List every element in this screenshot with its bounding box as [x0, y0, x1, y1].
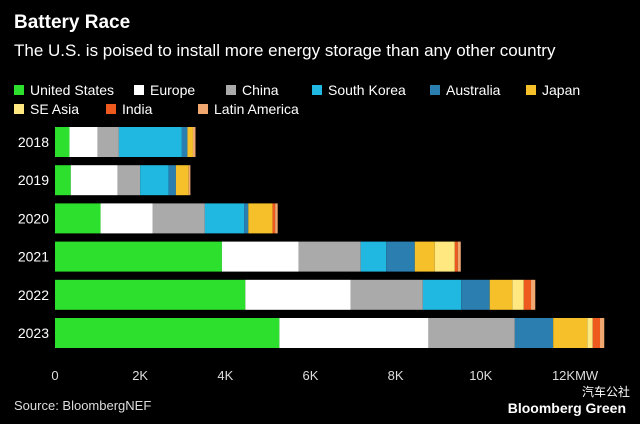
legend-item: Europe — [134, 82, 226, 98]
legend-swatch — [14, 103, 24, 114]
bar-segment — [245, 279, 351, 310]
legend-label: United States — [30, 81, 115, 98]
bar-segment — [97, 127, 119, 157]
legend-item: China — [226, 82, 312, 98]
legend-item: Latin America — [198, 101, 358, 117]
bar-segment — [298, 241, 361, 272]
bar-segment — [55, 203, 101, 234]
bar-segment — [414, 241, 435, 272]
bar-segment — [592, 318, 600, 348]
x-tick-label: 2K — [132, 368, 148, 383]
category-label: 2020 — [18, 210, 49, 226]
x-tick-label: 10K — [469, 368, 492, 383]
watermark: 汽车公社 — [581, 385, 630, 399]
bar-segment — [175, 165, 189, 196]
category-label: 2021 — [18, 249, 49, 265]
bar-segment — [69, 127, 98, 157]
bar-segment — [279, 318, 429, 348]
bar-segment — [428, 318, 515, 348]
legend-label: South Korea — [328, 81, 406, 98]
bar-segment — [55, 318, 280, 348]
legend-label: SE Asia — [30, 100, 80, 117]
chart-title: Battery Race — [14, 12, 131, 33]
legend-label: Latin America — [214, 100, 299, 117]
bar-segment — [204, 203, 245, 234]
bar-segment — [553, 318, 588, 348]
legend-item: Australia — [430, 82, 526, 98]
bar-segment — [600, 318, 605, 348]
legend-label: Australia — [446, 81, 501, 98]
legend-item: Japan — [526, 82, 606, 98]
x-tick-label: 4K — [217, 368, 233, 383]
bar-segment — [100, 203, 153, 234]
bar-segment — [140, 165, 169, 196]
bar-segment — [188, 165, 191, 196]
bar-segment — [272, 203, 276, 234]
bar-segment — [514, 318, 554, 348]
category-label: 2022 — [18, 287, 49, 303]
category-label: 2023 — [18, 325, 49, 341]
bar-segment — [434, 241, 455, 272]
legend-swatch — [198, 103, 208, 114]
bar-segment — [350, 279, 423, 310]
bar-segment — [117, 165, 141, 196]
bar-segment — [360, 241, 387, 272]
legend-item: SE Asia — [14, 101, 106, 117]
legend-item: India — [106, 101, 198, 117]
legend-label: Europe — [150, 81, 196, 98]
bar-segment — [457, 241, 461, 272]
bar-segment — [55, 279, 246, 310]
category-label: 2019 — [18, 172, 49, 188]
brand-logo: Bloomberg Green — [507, 400, 626, 416]
bar-segment — [118, 127, 182, 157]
source-note: Source: BloombergNEF — [14, 398, 152, 413]
x-tick-label: 0 — [51, 368, 58, 383]
bar-segment — [248, 203, 273, 234]
legend: United States Europe China South Korea Austr… — [14, 80, 624, 118]
bar-segment — [70, 165, 118, 196]
x-tick-label: 6K — [303, 368, 319, 383]
legend-swatch — [226, 84, 236, 95]
bar-segment — [55, 165, 71, 196]
bar-segment — [512, 279, 524, 310]
x-tick-label: 8K — [388, 368, 404, 383]
bar-segment — [422, 279, 462, 310]
legend-label: China — [242, 81, 279, 98]
bar-segment — [275, 203, 278, 234]
bar-segment — [181, 127, 188, 157]
bar-segment — [168, 165, 176, 196]
legend-label: Japan — [542, 81, 581, 98]
bar-segment — [244, 203, 249, 234]
legend-item: South Korea — [312, 82, 430, 98]
chart-subtitle: The U.S. is poised to install more energ… — [14, 41, 556, 60]
legend-swatch — [14, 84, 24, 95]
bar-segment — [192, 127, 196, 157]
bar-segment — [386, 241, 415, 272]
legend-row: United States Europe China South Korea Austr… — [14, 80, 624, 99]
legend-swatch — [312, 84, 322, 95]
bar-segment — [55, 127, 70, 157]
legend-swatch — [106, 103, 116, 114]
bar-segment — [187, 127, 193, 157]
legend-swatch — [430, 84, 440, 95]
bar-segment — [587, 318, 593, 348]
bar-segment — [152, 203, 205, 234]
legend-swatch — [134, 84, 144, 95]
x-tick-label: 12KMW — [552, 368, 599, 383]
legend-swatch — [526, 84, 536, 95]
bar-segment — [461, 279, 490, 310]
bar-segment — [523, 279, 532, 310]
category-label: 2018 — [18, 134, 49, 150]
bar-segment — [221, 241, 299, 272]
bar-segment — [489, 279, 513, 310]
legend-label: India — [122, 100, 153, 117]
bar-segment — [531, 279, 536, 310]
bar-segment — [454, 241, 458, 272]
bar-segment — [55, 241, 222, 272]
legend-row: SE Asia India Latin America — [14, 99, 624, 118]
legend-item: United States — [14, 82, 134, 98]
